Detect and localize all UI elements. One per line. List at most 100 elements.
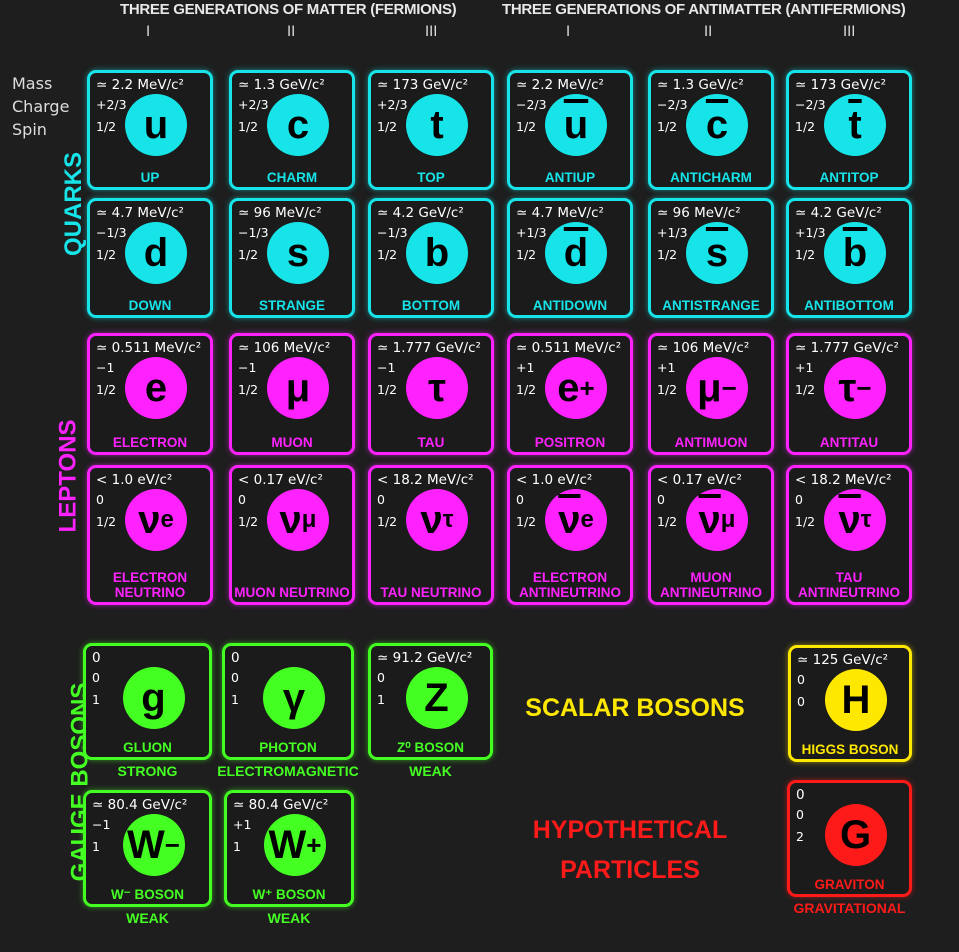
particle-symbol: t (406, 94, 468, 156)
symbol-superscript: − (856, 372, 872, 403)
mass-value: ≃ 2.2 MeV/c² (96, 77, 184, 93)
particle-card-tau-neutrino: < 18.2 MeV/c² 0 1/2 ν τ TAU NEUTRINO (368, 465, 494, 605)
charge-value: +1 (795, 360, 814, 375)
symbol-letter: t (430, 102, 444, 147)
particle-name: W⁺ BOSON (252, 887, 326, 902)
mass-value: < 18.2 MeV/c² (795, 472, 892, 488)
particle-name: TAU NEUTRINO (380, 585, 482, 600)
particle-card-positron: ≃ 0.511 MeV/c² +1 1/2 e + POSITRON (507, 333, 633, 455)
charge-value: 0 (657, 492, 665, 507)
symbol-letter: u (563, 102, 589, 147)
force-label: WEAK (267, 910, 311, 926)
particle-name: TOP (417, 170, 445, 185)
charge-value: 0 (796, 807, 804, 822)
hypothetical-particles-label: HYPOTHETICAL PARTICLES (532, 816, 728, 884)
particle-name: ANTISTRANGE (662, 298, 760, 313)
symbol-subscript: e (580, 506, 594, 533)
mass-value: ≃ 125 GeV/c² (797, 652, 889, 668)
force-label: WEAK (409, 763, 452, 779)
particle-symbol: u (545, 94, 607, 156)
particle-card-antibottom: ≃ 4.2 GeV/c² +1/3 1/2 b ANTIBOTTOM (786, 198, 912, 318)
particle-card-antistrange: ≃ 96 MeV/c² +1/3 1/2 s ANTISTRANGE (648, 198, 774, 318)
particle-name: GRAVITON (814, 877, 885, 892)
particle-card-antiup: ≃ 2.2 MeV/c² −2/3 1/2 u ANTIUP (507, 70, 633, 190)
symbol-letter: τ (428, 365, 446, 410)
mass-value: 0 (796, 787, 805, 803)
symbol-letter: W (127, 822, 165, 867)
particle-symbol: τ (406, 357, 468, 419)
particle-card-photon: 0 0 1 γ PHOTON (222, 643, 354, 760)
force-label: STRONG (117, 763, 178, 779)
charge-value: +1/3 (795, 225, 826, 240)
spin-value: 1/2 (795, 119, 816, 134)
symbol-letter: c (705, 102, 729, 147)
particle-name: Z⁰ BOSON (397, 740, 464, 755)
symbol-letter: G (839, 812, 872, 857)
mass-value: < 0.17 eV/c² (238, 472, 323, 488)
spin-value: 2 (796, 829, 804, 844)
particle-card-strange: ≃ 96 MeV/c² −1/3 1/2 s STRANGE (229, 198, 355, 318)
particle-symbol: μ (267, 357, 329, 419)
symbol-superscript: + (306, 829, 322, 860)
particle-symbol: e (125, 357, 187, 419)
charge-value: +2/3 (96, 97, 127, 112)
charge-value: 0 (92, 670, 100, 685)
symbol-subscript: e (160, 506, 174, 533)
symbol-letter: g (141, 675, 166, 720)
particle-card-muon-antineutrino: < 0.17 eV/c² 0 1/2 ν μ MUON ANTINEUTRINO (648, 465, 774, 605)
particle-symbol: b (406, 222, 468, 284)
particle-card-antidown: ≃ 4.7 MeV/c² +1/3 1/2 d ANTIDOWN (507, 198, 633, 318)
particle-card-w-boson: ≃ 80.4 GeV/c² −1 1 W − W⁻ BOSON (83, 790, 212, 907)
property-legend: Mass Charge Spin (12, 72, 69, 141)
particle-card-tau-antineutrino: < 18.2 MeV/c² 0 1/2 ν τ TAU ANTINEUTRINO (786, 465, 912, 605)
particle-card-antimuon: ≃ 106 MeV/c² +1 1/2 μ − ANTIMUON (648, 333, 774, 455)
particle-card-down: ≃ 4.7 MeV/c² −1/3 1/2 d DOWN (87, 198, 213, 318)
symbol-letter: b (842, 230, 868, 275)
mass-value: ≃ 0.511 MeV/c² (96, 340, 202, 356)
particle-symbol: μ − (686, 357, 748, 419)
mass-value: ≃ 106 MeV/c² (657, 340, 750, 356)
charge-value: −2/3 (795, 97, 826, 112)
particle-name: MUON (271, 435, 313, 450)
mass-value: ≃ 173 GeV/c² (795, 77, 887, 93)
symbol-letter: b (424, 230, 450, 275)
spin-value: 1/2 (238, 382, 259, 397)
mass-value: ≃ 4.2 GeV/c² (795, 205, 882, 221)
particle-symbol: s (267, 222, 329, 284)
charge-value: 0 (516, 492, 524, 507)
spin-value: 1/2 (657, 514, 678, 529)
spin-value: 1/2 (377, 514, 398, 529)
particle-symbol: t (824, 94, 886, 156)
particle-name: DOWN (128, 298, 172, 313)
particle-name: HIGGS BOSON (801, 742, 899, 757)
symbol-letter: W (268, 822, 307, 867)
antimatter-header: THREE GENERATIONS OF ANTIMATTER (ANTIFER… (502, 1, 906, 18)
particle-card-higgs-boson: ≃ 125 GeV/c² 0 0 H HIGGS BOSON (788, 645, 912, 762)
spin-value: 1/2 (96, 382, 117, 397)
charge-value: +1/3 (657, 225, 688, 240)
spin-value: 1 (377, 692, 385, 707)
spin-value: 1 (92, 839, 100, 854)
spin-value: 1 (92, 692, 100, 707)
symbol-letter: τ (838, 365, 857, 410)
spin-value: 1/2 (238, 514, 259, 529)
spin-value: 1/2 (96, 247, 117, 262)
symbol-letter: e (557, 365, 580, 410)
legend-spin: Spin (12, 120, 47, 139)
particle-card-electron-antineutrino: < 1.0 eV/c² 0 1/2 ν e ELECTRON ANTINEUTRINO (507, 465, 633, 605)
particle-symbol: H (825, 669, 887, 731)
mass-value: ≃ 1.777 GeV/c² (795, 340, 899, 356)
mass-value: < 1.0 eV/c² (96, 472, 173, 488)
generation-label: III (425, 24, 438, 40)
particle-symbol: γ (263, 667, 325, 729)
particle-name: ANTIUP (544, 170, 596, 185)
charge-value: 0 (377, 492, 385, 507)
mass-value: < 18.2 MeV/c² (377, 472, 474, 488)
leptons-label: LEPTONS (54, 419, 82, 533)
symbol-letter: s (705, 230, 729, 275)
spin-value: 0 (797, 694, 805, 709)
symbol-superscript: − (164, 829, 180, 860)
particle-card-anticharm: ≃ 1.3 GeV/c² −2/3 1/2 c ANTICHARM (648, 70, 774, 190)
